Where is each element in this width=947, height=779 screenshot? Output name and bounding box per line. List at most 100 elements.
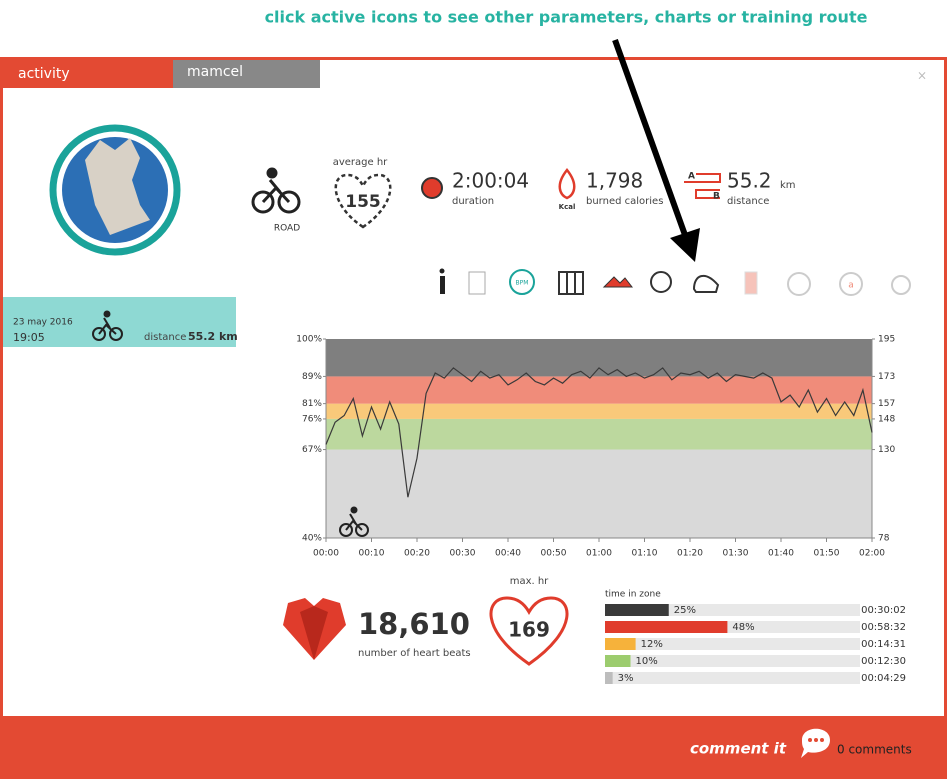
y-tick-label: 100%	[296, 335, 322, 345]
icon-row: BPM a	[439, 268, 911, 296]
zone-time: 00:58:32	[861, 622, 906, 633]
x-tick-label: 00:30	[450, 549, 476, 559]
x-tick-label: 00:50	[541, 549, 567, 559]
x-tick-label: 01:30	[723, 549, 749, 559]
time-in-zone: 25% 00:30:02 48% 00:58:32 12% 00:14:31 10% 00:1…	[605, 604, 906, 684]
info-dot	[439, 268, 445, 274]
kcal: Kcal	[559, 203, 576, 211]
distance-unit: km	[780, 180, 796, 191]
y2-tick-label: 157	[878, 399, 895, 409]
duration-label: duration	[452, 196, 494, 207]
arrow-head	[670, 228, 700, 262]
tab[interactable]	[173, 60, 320, 88]
dot	[820, 738, 824, 742]
heart-beats: 18,610	[358, 607, 470, 641]
x-tick-label: 02:00	[859, 549, 885, 559]
zone-band	[326, 449, 872, 538]
y-tick-label: 40%	[302, 534, 322, 544]
y-tick-label: 67%	[302, 445, 322, 455]
zone-icon-text: a	[848, 281, 854, 291]
battery-icon	[744, 271, 758, 295]
duration: 2:00:04	[452, 169, 529, 193]
y2-tick-label: 195	[878, 335, 895, 345]
bpm-text: BPM	[516, 280, 529, 287]
x-tick-label: 01:00	[586, 549, 612, 559]
route-icon	[684, 173, 721, 199]
calories-label: burned calories	[586, 196, 663, 207]
zone-track	[605, 638, 860, 650]
distance-label: distance	[727, 196, 769, 207]
zone-track	[605, 672, 860, 684]
close[interactable]: ×	[917, 69, 927, 83]
x-tick-label: 00:40	[495, 549, 521, 559]
x-tick-label: 01:20	[677, 549, 703, 559]
ride-type: ROAD	[274, 224, 300, 234]
shoe-icon[interactable]	[692, 274, 720, 293]
elevation-icon[interactable]	[602, 276, 634, 288]
speed-icon[interactable]	[650, 271, 672, 293]
x-tick-label: 00:00	[313, 549, 339, 559]
hr-chart: 40% 67% 76% 81% 89% 100% 78 130 148 157 173 195 00:0…	[296, 335, 895, 559]
comment-count: 0 comments	[837, 743, 912, 757]
calories: 1,798	[586, 169, 643, 193]
clock-icon	[787, 272, 811, 296]
bike-icon	[92, 310, 123, 341]
zone-band	[326, 403, 872, 419]
hr-line	[325, 367, 873, 498]
y2-tick-label: 130	[878, 445, 895, 455]
x-tick-label: 00:10	[359, 549, 385, 559]
sidebar-distance-label: distance	[144, 332, 186, 343]
x-tick-label: 01:40	[768, 549, 794, 559]
zone-title: time in zone	[605, 590, 661, 600]
zone-bar	[605, 604, 669, 616]
max-hr-icon	[489, 596, 569, 666]
zone-icon	[839, 272, 863, 296]
zone-time: 00:12:30	[861, 656, 906, 667]
y2-tick-label: 173	[878, 372, 895, 382]
tab-label: activity	[18, 66, 70, 82]
map-icon[interactable]	[558, 271, 584, 295]
y-tick-label: 89%	[302, 372, 322, 382]
y2-tick-label: 78	[878, 534, 890, 544]
zone-percent: 48%	[732, 622, 754, 633]
bike-icon	[251, 167, 301, 214]
date: 23 may 2016	[13, 318, 73, 328]
list-icon[interactable]	[468, 271, 486, 295]
zone-percent: 3%	[618, 673, 634, 684]
bpm-icon[interactable]	[509, 269, 535, 295]
comment-icon[interactable]	[801, 728, 830, 758]
x-tick-label: 01:50	[814, 549, 840, 559]
route-b: B	[713, 192, 720, 202]
distance: 55.2	[727, 169, 772, 193]
route-a: A	[688, 172, 695, 182]
heart-beats-label: number of heart beats	[358, 648, 471, 659]
tab-active[interactable]	[0, 57, 173, 88]
y2-tick-label: 148	[878, 414, 895, 424]
avg-hr-label: average hr	[333, 157, 388, 168]
zone-time: 00:04:29	[861, 673, 906, 684]
zone-band	[326, 418, 872, 450]
zone-band	[326, 339, 872, 377]
zone-percent: 10%	[636, 656, 658, 667]
zone-bar	[605, 672, 613, 684]
comment-button[interactable]: comment it	[690, 740, 787, 758]
arrow	[612, 38, 688, 237]
fire-icon	[558, 167, 576, 200]
max-hr-label: max. hr	[510, 576, 549, 587]
apple-icon	[891, 275, 911, 295]
zone-bar	[605, 638, 636, 650]
y-tick-label: 81%	[302, 399, 322, 409]
tab-label: mamcel	[187, 64, 243, 80]
zone-band	[326, 376, 872, 404]
stopwatch-icon	[421, 177, 443, 199]
zone-percent: 12%	[641, 639, 663, 650]
info-icon[interactable]	[440, 276, 445, 294]
x-tick-label: 01:10	[632, 549, 658, 559]
sidebar-distance: 55.2 km	[188, 330, 238, 343]
zone-bar	[605, 621, 728, 633]
time: 19:05	[13, 331, 45, 344]
zone-percent: 25%	[674, 605, 696, 616]
y-tick-label: 76%	[302, 414, 322, 424]
